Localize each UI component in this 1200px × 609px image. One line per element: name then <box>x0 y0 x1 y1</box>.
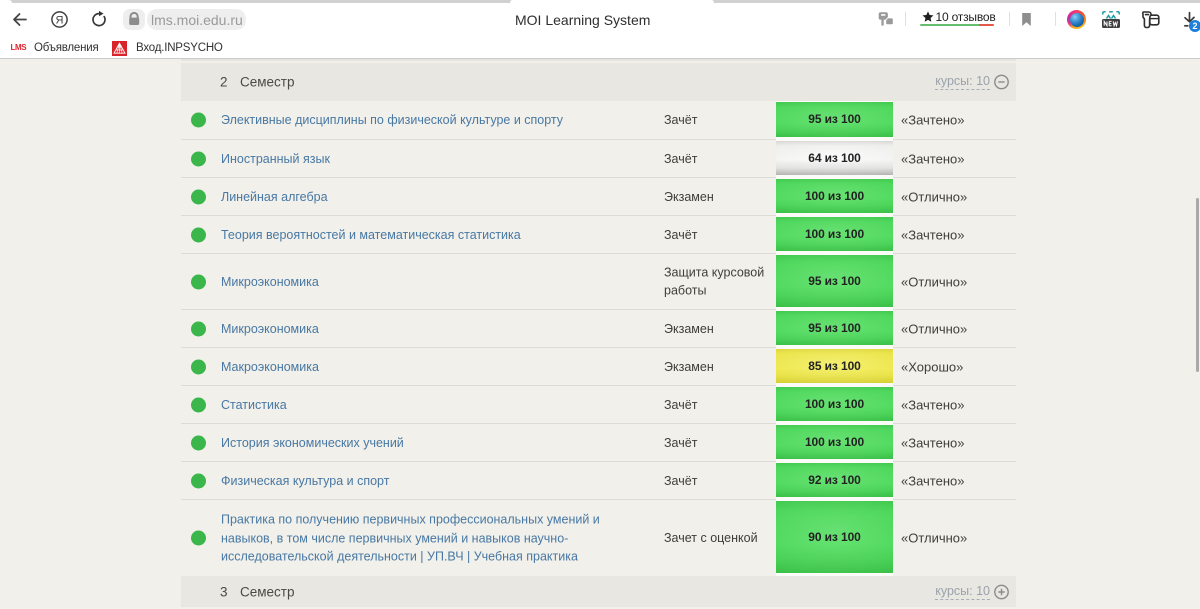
svg-text:Я: Я <box>56 14 64 26</box>
